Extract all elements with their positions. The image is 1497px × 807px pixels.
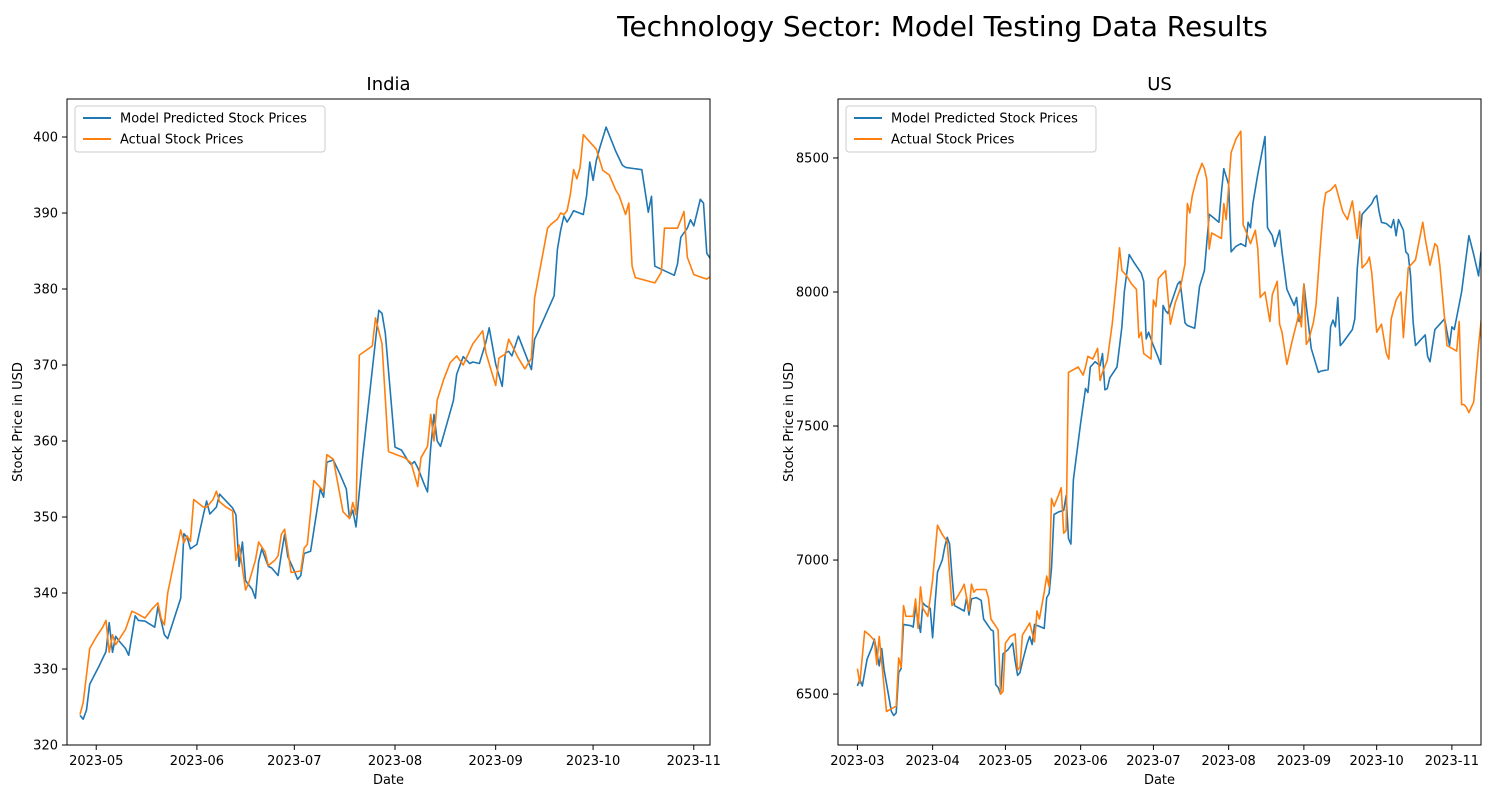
x-tick-label: 2023-06	[170, 754, 224, 769]
y-tick-label: 7000	[796, 554, 829, 569]
y-tick-label: 400	[33, 131, 58, 146]
legend-box	[845, 105, 1097, 153]
y-axis-label: Stock Price in USD	[11, 362, 26, 482]
figure-title: Technology Sector: Model Testing Data Re…	[617, 10, 1268, 43]
y-tick-label: 330	[33, 663, 58, 678]
x-tick-label: 2023-11	[667, 754, 721, 769]
y-tick-label: 390	[33, 207, 58, 222]
x-tick-label: 2023-08	[1201, 754, 1255, 769]
legend-label: Actual Stock Prices	[891, 133, 1015, 148]
x-axis-label: Date	[1144, 773, 1175, 788]
y-tick-label: 370	[33, 359, 58, 374]
legend-box	[74, 105, 326, 153]
axes-frame	[66, 98, 711, 746]
series-line-actual	[856, 130, 1481, 713]
x-tick-label: 2023-07	[267, 754, 321, 769]
y-tick-label: 360	[33, 435, 58, 450]
legend-label: Actual Stock Prices	[120, 133, 244, 148]
y-tick-label: 380	[33, 283, 58, 298]
x-tick-label: 2023-11	[1425, 754, 1479, 769]
x-tick-label: 2023-05	[978, 754, 1032, 769]
legend: Model Predicted Stock Prices Actual Stock…	[845, 105, 1097, 153]
y-tick-label: 8000	[796, 285, 829, 300]
x-tick-label: 2023-04	[905, 754, 959, 769]
axes-frame	[837, 98, 1482, 746]
x-tick-label: 2023-08	[368, 754, 422, 769]
series-line-predicted	[856, 135, 1481, 717]
y-tick-label: 6500	[796, 688, 829, 703]
y-tick-label: 320	[33, 739, 58, 754]
x-tick-label: 2023-06	[1053, 754, 1107, 769]
x-tick-label: 2023-09	[1277, 754, 1331, 769]
subplot-india: 2023-05 2023-06 2023-07 2023-08 2023-09 2023-…	[11, 74, 721, 788]
legend-label: Model Predicted Stock Prices	[891, 112, 1078, 127]
subplot-title: US	[1147, 74, 1172, 95]
x-tick-label: 2023-10	[566, 754, 620, 769]
x-tick-label: 2023-03	[830, 754, 884, 769]
series-line-actual	[79, 133, 710, 715]
x-tick-label: 2023-10	[1350, 754, 1404, 769]
y-tick-label: 340	[33, 587, 58, 602]
x-tick-label: 2023-07	[1126, 754, 1180, 769]
legend: Model Predicted Stock Prices Actual Stock…	[74, 105, 326, 153]
series-line-predicted	[79, 126, 710, 720]
legend-label: Model Predicted Stock Prices	[120, 112, 307, 127]
x-axis-label: Date	[373, 773, 404, 788]
y-tick-label: 7500	[796, 420, 829, 435]
x-tick-label: 2023-05	[69, 754, 123, 769]
y-axis-label: Stock Price in USD	[782, 362, 797, 482]
subplot-us: 2023-03 2023-04 2023-05 2023-06 2023-07 2023-…	[782, 74, 1482, 788]
y-tick-label: 350	[33, 511, 58, 526]
x-tick-label: 2023-09	[469, 754, 523, 769]
y-tick-label: 8500	[796, 151, 829, 166]
subplot-title: India	[366, 74, 410, 95]
